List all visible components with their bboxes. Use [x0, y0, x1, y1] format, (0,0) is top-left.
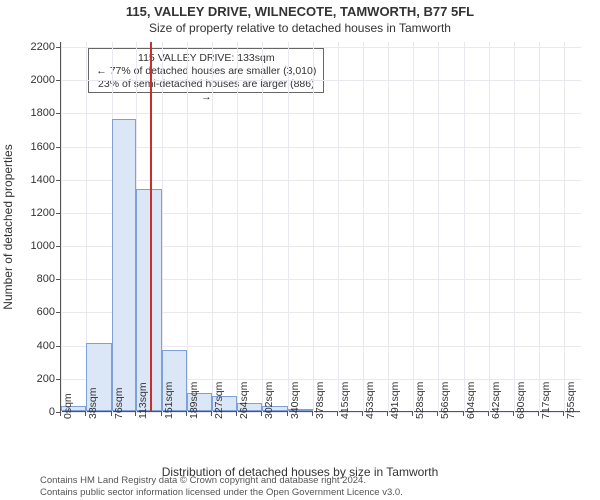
y-tick-label: 400: [15, 340, 55, 352]
x-tick-label: 38sqm: [87, 387, 99, 419]
y-tick-mark: [56, 379, 60, 380]
gridline-v: [564, 42, 565, 412]
gridline-v: [514, 42, 515, 412]
x-tick-label: 717sqm: [540, 382, 552, 419]
x-tick-label: 227sqm: [213, 382, 225, 419]
y-tick-mark: [56, 80, 60, 81]
gridline-v: [438, 42, 439, 412]
annotation-line-3: 23% of semi-detached houses are larger (…: [95, 78, 317, 104]
footer-line-1: Contains HM Land Registry data © Crown c…: [40, 475, 403, 486]
x-tick-mark: [362, 412, 363, 416]
x-tick-label: 491sqm: [389, 382, 401, 419]
x-tick-label: 76sqm: [113, 387, 125, 419]
y-tick-label: 2200: [15, 41, 55, 53]
plot-area: 115 VALLEY DRIVE: 133sqm ← 77% of detach…: [60, 42, 580, 412]
x-tick-label: 415sqm: [339, 382, 351, 419]
x-tick-label: 151sqm: [163, 382, 175, 419]
x-tick-mark: [186, 412, 187, 416]
footer-line-2: Contains public sector information licen…: [40, 487, 403, 498]
gridline-v: [388, 42, 389, 412]
chart-title-sub: Size of property relative to detached ho…: [0, 21, 600, 35]
y-tick-label: 1000: [15, 240, 55, 252]
gridline-v: [313, 42, 314, 412]
gridline-v: [363, 42, 364, 412]
y-tick-label: 600: [15, 306, 55, 318]
y-tick-mark: [56, 47, 60, 48]
x-tick-mark: [312, 412, 313, 416]
x-tick-mark: [111, 412, 112, 416]
gridline-v: [61, 42, 62, 412]
gridline-v: [288, 42, 289, 412]
gridline-v: [212, 42, 213, 412]
annotation-line-1: 115 VALLEY DRIVE: 133sqm: [95, 52, 317, 65]
gridline-v: [464, 42, 465, 412]
y-tick-mark: [56, 113, 60, 114]
y-tick-label: 1400: [15, 174, 55, 186]
y-tick-label: 2000: [15, 74, 55, 86]
gridline-v: [413, 42, 414, 412]
x-tick-label: 680sqm: [515, 382, 527, 419]
x-tick-label: 302sqm: [263, 382, 275, 419]
y-tick-label: 1200: [15, 207, 55, 219]
gridline-v: [237, 42, 238, 412]
histogram-bar: [112, 119, 137, 411]
y-tick-label: 1800: [15, 107, 55, 119]
y-tick-mark: [56, 147, 60, 148]
footer-attribution: Contains HM Land Registry data © Crown c…: [40, 475, 403, 498]
gridline-v: [489, 42, 490, 412]
x-tick-label: 264sqm: [238, 382, 250, 419]
gridline-v: [187, 42, 188, 412]
x-tick-mark: [488, 412, 489, 416]
x-tick-label: 378sqm: [314, 382, 326, 419]
y-tick-mark: [56, 312, 60, 313]
y-tick-mark: [56, 346, 60, 347]
x-tick-mark: [287, 412, 288, 416]
y-tick-mark: [56, 279, 60, 280]
y-tick-mark: [56, 213, 60, 214]
y-tick-label: 800: [15, 273, 55, 285]
gridline-v: [539, 42, 540, 412]
y-tick-label: 1600: [15, 141, 55, 153]
y-tick-mark: [56, 246, 60, 247]
x-tick-label: 642sqm: [490, 382, 502, 419]
annotation-line-2: ← 77% of detached houses are smaller (3,…: [95, 65, 317, 78]
y-tick-label: 0: [15, 406, 55, 418]
gridline-v: [338, 42, 339, 412]
x-tick-mark: [463, 412, 464, 416]
gridline-h: [61, 113, 581, 114]
gridline-h: [61, 80, 581, 81]
x-tick-mark: [60, 412, 61, 416]
gridline-v: [262, 42, 263, 412]
x-tick-label: 189sqm: [188, 382, 200, 419]
x-tick-mark: [236, 412, 237, 416]
y-axis-title: Number of detached properties: [1, 144, 15, 309]
chart-title-main: 115, VALLEY DRIVE, WILNECOTE, TAMWORTH, …: [0, 4, 600, 19]
y-tick-mark: [56, 180, 60, 181]
x-tick-label: 453sqm: [364, 382, 376, 419]
x-tick-label: 566sqm: [439, 382, 451, 419]
x-tick-label: 113sqm: [137, 382, 149, 419]
y-tick-label: 200: [15, 373, 55, 385]
x-tick-label: 755sqm: [565, 382, 577, 419]
x-tick-label: 340sqm: [289, 382, 301, 419]
x-tick-mark: [161, 412, 162, 416]
property-marker-line: [150, 42, 152, 411]
annotation-box: 115 VALLEY DRIVE: 133sqm ← 77% of detach…: [88, 48, 324, 94]
x-tick-label: 528sqm: [414, 382, 426, 419]
gridline-h: [61, 47, 581, 48]
x-tick-mark: [412, 412, 413, 416]
x-tick-mark: [337, 412, 338, 416]
x-tick-mark: [538, 412, 539, 416]
x-tick-label: 0sqm: [62, 393, 74, 419]
gridline-h: [61, 180, 581, 181]
x-tick-label: 604sqm: [465, 382, 477, 419]
gridline-h: [61, 147, 581, 148]
